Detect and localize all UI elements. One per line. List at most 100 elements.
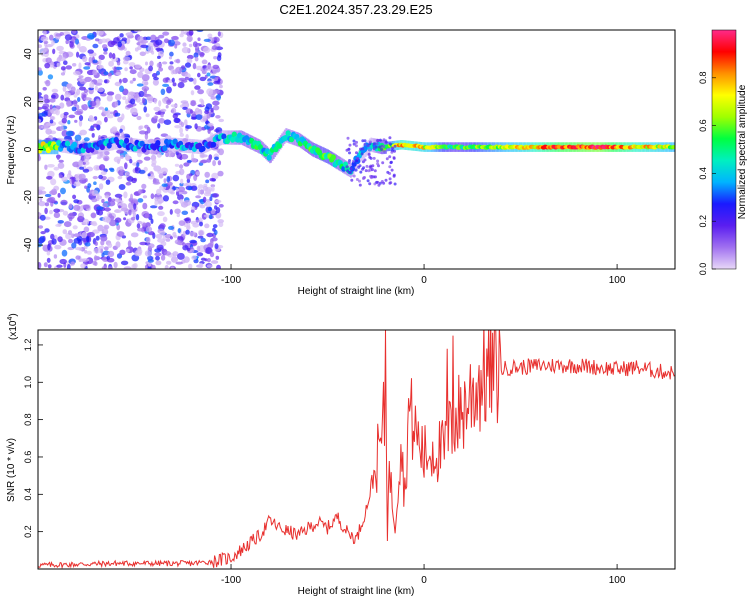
heatmap-cell [163,178,167,184]
snr-x-label: Height of straight line (km) [298,586,415,597]
heatmap-cell [92,260,97,266]
heatmap-cell [83,226,90,233]
heatmap-cell [129,69,137,75]
heatmap-cell [365,164,369,168]
heatmap-cell [199,51,205,58]
heatmap-cell [168,225,175,230]
heatmap-cell [128,209,132,216]
heatmap-cell [98,245,105,250]
heatmap-cell [363,139,367,143]
heatmap-cell [94,241,98,246]
heatmap-cell [116,149,124,154]
heatmap-cell [123,191,128,199]
heatmap-cell [79,86,86,91]
heatmap-cell [138,90,145,98]
heatmap-cell [61,117,67,124]
y-tick-label: 40 [23,48,34,60]
heatmap-cell [144,213,150,219]
heatmap-cell [72,194,77,200]
heatmap-cell [51,238,57,245]
heatmap-cell [67,213,75,220]
heatmap-cell [141,74,150,82]
heatmap-cell [179,164,184,169]
heatmap-cell [378,138,382,142]
heatmap-cell [144,250,152,257]
heatmap-cell [145,113,150,118]
heatmap-cell [186,159,192,163]
heatmap-cell [44,216,51,220]
heatmap-cell [364,169,368,173]
heatmap-cell [125,98,129,105]
heatmap-cell [180,65,186,70]
heatmap-cell [169,61,174,65]
heatmap-cell [73,71,81,76]
heatmap-cell [375,142,379,146]
heatmap-cell [144,81,149,86]
heatmap-cell [184,119,188,126]
colorbar-bar [711,29,737,270]
heatmap-cell [116,231,125,237]
heatmap-cell [156,188,162,196]
heatmap-cell [92,59,98,64]
heatmap-cell [152,73,158,78]
heatmap-cell [172,200,179,205]
heatmap-cell [134,95,138,101]
heatmap-cell [117,41,122,48]
heatmap-cell [193,77,197,85]
heatmap-cell [190,209,195,213]
heatmap-cell [104,109,111,116]
heatmap-cell [136,223,141,229]
heatmap-cell [384,140,388,144]
heatmap-cell [49,34,54,41]
heatmap-cell [147,173,151,177]
heatmap-cell [102,44,108,49]
heatmap-cell [348,143,352,147]
heatmap-cell [44,207,48,215]
heatmap-cell [186,58,193,64]
heatmap-cell [163,251,172,256]
heatmap-cell [212,89,220,94]
heatmap-cell [148,65,154,72]
heatmap-cell [134,250,142,257]
heatmap-cell [44,62,51,69]
heatmap-cell [59,102,65,109]
heatmap-cell [170,104,178,108]
heatmap-cell [125,248,130,253]
heatmap-cell [64,34,72,41]
heatmap-cell [166,260,172,265]
heatmap-cell [158,67,164,72]
heatmap-cell [49,116,56,121]
heatmap-cell [197,37,201,41]
heatmap-cell [108,52,113,59]
heatmap-cell [212,100,220,106]
heatmap-cell [354,168,358,172]
heatmap-cell [38,225,44,229]
heatmap-cell [119,154,124,159]
heatmap-cell [93,255,98,262]
heatmap-cell [45,128,52,135]
snr-y-label: SNR (10 * v/v) [6,438,17,502]
heatmap-cell [103,246,109,251]
heatmap-cell [74,134,82,142]
heatmap-cell [75,255,81,260]
heatmap-cell [49,119,54,124]
heatmap-cell [50,178,57,186]
heatmap-cell [178,220,186,227]
heatmap-cell [106,95,113,102]
heatmap-cell [155,260,162,266]
heatmap-cell [112,53,116,60]
heatmap-cell [393,182,397,186]
heatmap-cell [93,181,97,185]
heatmap-cell [388,142,392,146]
heatmap-cell [390,168,394,172]
heatmap-cell [188,186,192,191]
heatmap-cell [92,69,98,76]
heatmap-band [142,139,144,154]
heatmap-cell [73,237,81,244]
heatmap-cell [194,85,201,90]
heatmap-cell [386,170,390,174]
heatmap-cell [49,210,53,215]
heatmap-cell [91,198,98,203]
heatmap-cell [355,159,359,163]
heatmap-cell [70,261,75,266]
